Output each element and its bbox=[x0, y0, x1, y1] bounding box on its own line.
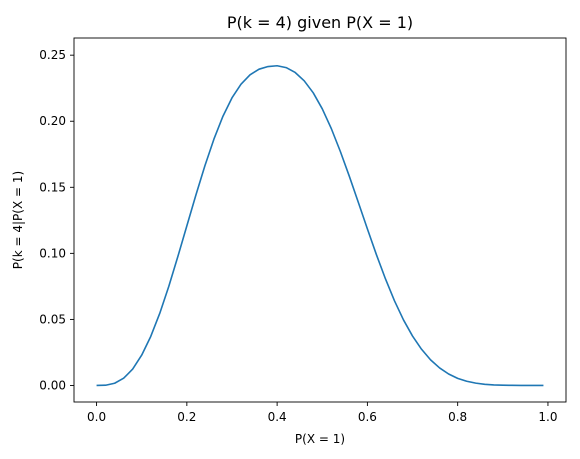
y-tick-label: 0.10 bbox=[39, 246, 66, 260]
series-line bbox=[96, 64, 544, 387]
y-tick-label: 0.05 bbox=[39, 312, 66, 326]
x-tick-label: 0.4 bbox=[268, 410, 287, 424]
x-tick-label: 0.2 bbox=[177, 410, 196, 424]
x-tick-label: 0.6 bbox=[358, 410, 377, 424]
y-tick-label: 0.20 bbox=[39, 114, 66, 128]
y-tick-label: 0.15 bbox=[39, 180, 66, 194]
axes-frame bbox=[73, 37, 567, 403]
y-tick-label: 0.00 bbox=[39, 378, 66, 392]
y-tick-label: 0.25 bbox=[39, 48, 66, 62]
x-axis-label: P(X = 1) bbox=[295, 432, 345, 446]
labels: P(k = 4) given P(X = 1) P(X = 1) P(k = 4|P… bbox=[11, 13, 413, 446]
chart-title: P(k = 4) given P(X = 1) bbox=[227, 13, 413, 32]
axes: 0.0 0.2 0.4 0.6 0.8 1.0 0.00 0.05 0.10 0.15 0.20 0.… bbox=[39, 37, 567, 424]
x-tick-label: 0.0 bbox=[87, 410, 106, 424]
plot-area bbox=[96, 64, 544, 387]
x-tick-label: 0.8 bbox=[448, 410, 467, 424]
x-tick-label: 1.0 bbox=[538, 410, 557, 424]
y-axis-label: P(k = 4|P(X = 1) bbox=[11, 171, 25, 269]
